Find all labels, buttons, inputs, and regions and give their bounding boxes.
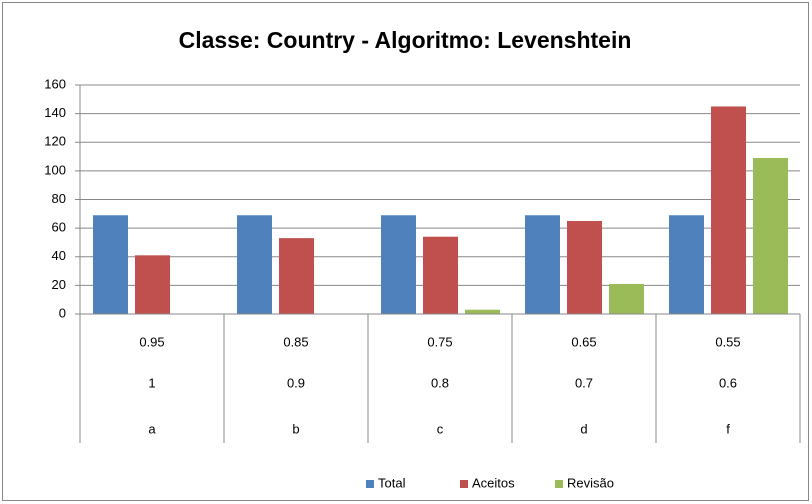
legend-label: Total <box>378 475 406 490</box>
x-tick-label: 0.9 <box>287 375 305 390</box>
x-tick-label: 0.55 <box>715 334 740 349</box>
x-tick-label: f <box>726 421 730 436</box>
x-tick-label: 0.75 <box>427 334 452 349</box>
bar <box>465 309 500 314</box>
legend-label: Revisão <box>567 475 614 490</box>
legend-label: Aceitos <box>472 475 515 490</box>
y-tick-label: 20 <box>52 277 66 292</box>
x-tick-label: 0.8 <box>431 375 449 390</box>
bar <box>711 106 746 314</box>
x-tick-label: a <box>148 421 156 436</box>
bar <box>669 215 704 314</box>
bar <box>93 215 128 314</box>
x-tick-label: 0.6 <box>719 375 737 390</box>
y-tick-label: 0 <box>59 305 66 320</box>
x-tick-label: 0.65 <box>571 334 596 349</box>
x-tick-label: 0.95 <box>139 334 164 349</box>
chart-title: Classe: Country - Algoritmo: Levenshtein <box>179 27 632 53</box>
y-tick-label: 140 <box>44 105 66 120</box>
bar <box>237 215 272 314</box>
bar <box>135 255 170 314</box>
x-tick-label: 1 <box>148 375 155 390</box>
y-tick-label: 120 <box>44 134 66 149</box>
bar <box>423 236 458 314</box>
x-tick-label: 0.7 <box>575 375 593 390</box>
bar <box>609 283 644 314</box>
x-tick-label: 0.85 <box>283 334 308 349</box>
x-tick-label: b <box>292 421 299 436</box>
y-tick-label: 40 <box>52 248 66 263</box>
x-tick-label: c <box>437 421 444 436</box>
bar <box>567 220 602 314</box>
bar <box>525 215 560 314</box>
y-tick-label: 80 <box>52 191 66 206</box>
bar <box>279 238 314 314</box>
legend-swatch <box>555 480 563 488</box>
legend-swatch <box>366 480 374 488</box>
bar <box>381 215 416 314</box>
y-tick-label: 160 <box>44 76 66 91</box>
bar <box>753 157 788 314</box>
x-tick-label: d <box>580 421 587 436</box>
legend-swatch <box>460 480 468 488</box>
y-tick-label: 60 <box>52 220 66 235</box>
y-tick-label: 100 <box>44 162 66 177</box>
